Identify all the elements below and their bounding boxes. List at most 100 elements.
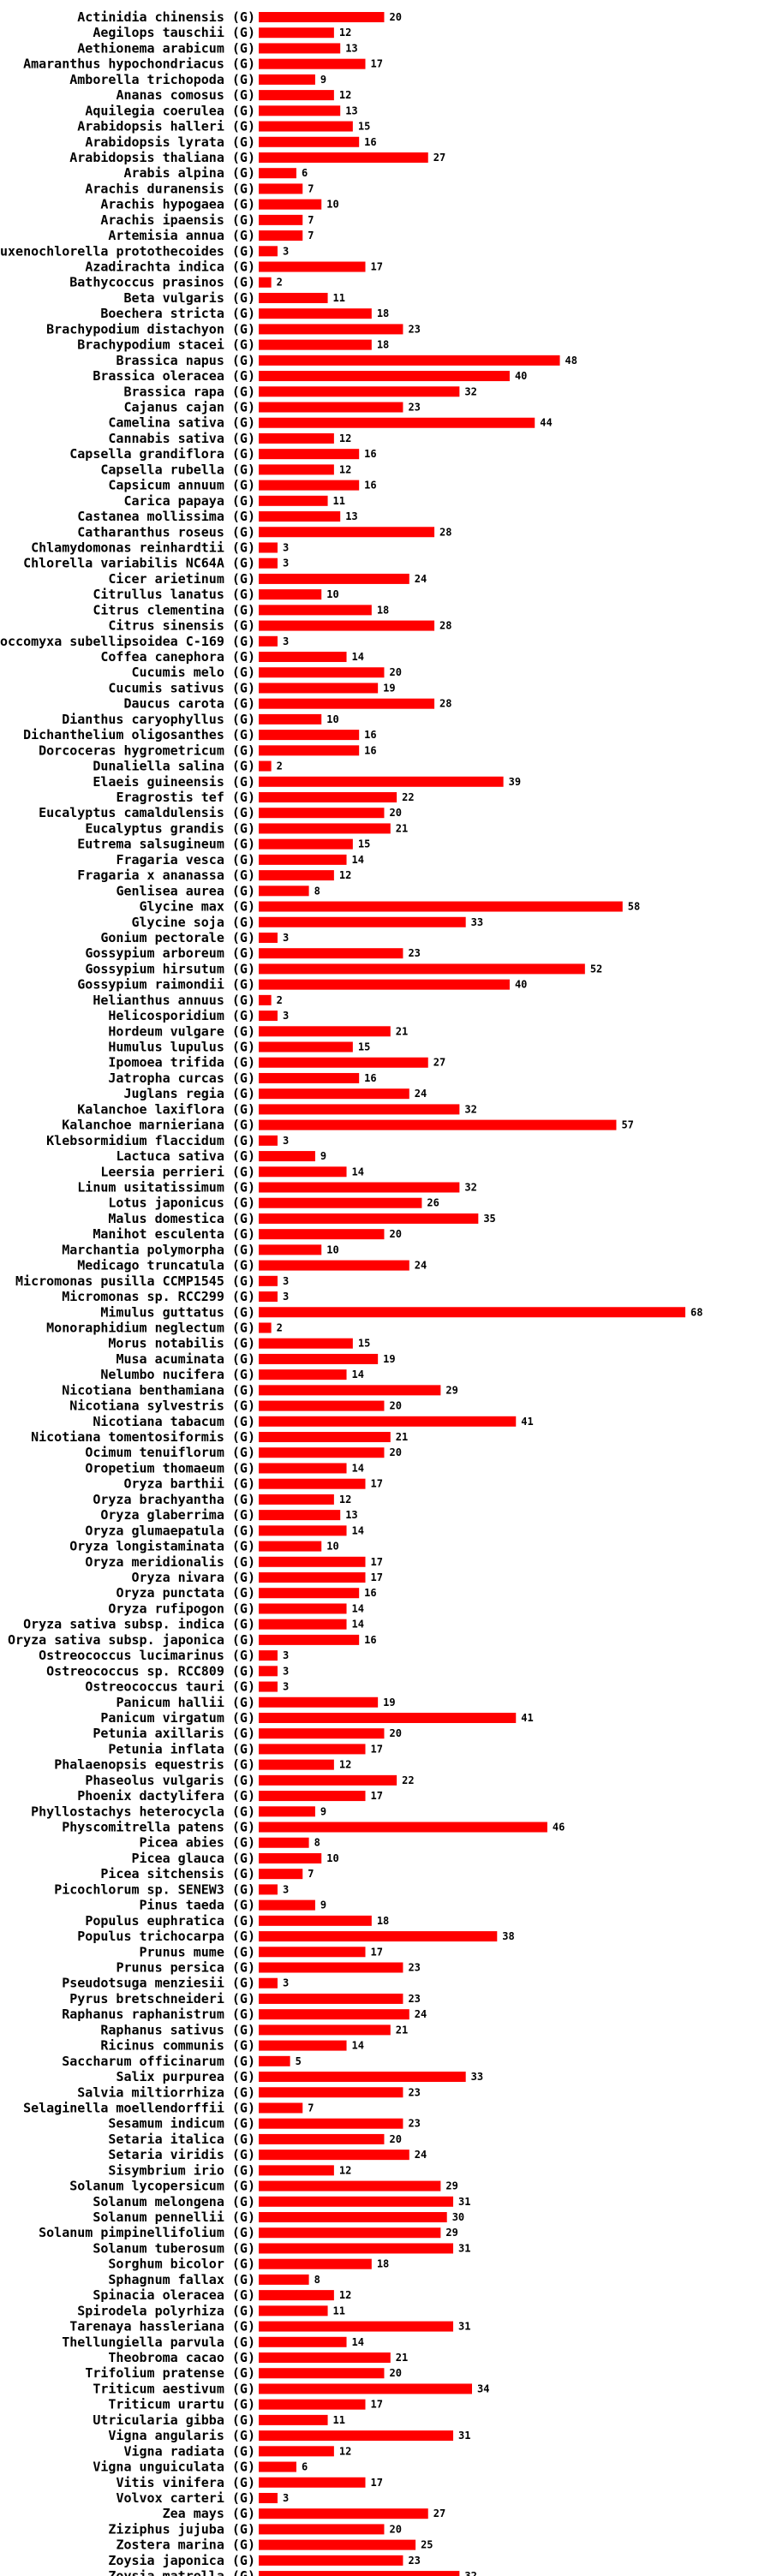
bar: [259, 2180, 441, 2191]
bar: [259, 2227, 441, 2239]
category-label: Ostreococcus tauri (G): [85, 1679, 255, 1695]
category-label: Setaria italica (G): [108, 2132, 255, 2147]
category-label: Dianthus caryophyllus (G): [62, 712, 255, 727]
bar-value-label: 3: [283, 245, 289, 257]
bar-value-label: 16: [364, 1634, 376, 1646]
bar: [259, 776, 504, 787]
bar: [259, 1977, 278, 1989]
bar: [259, 652, 347, 663]
bar-value-label: 31: [458, 2196, 470, 2208]
bar-value-label: 21: [396, 2352, 408, 2364]
bar-value-label: 30: [452, 2211, 464, 2223]
bar: [259, 2524, 385, 2535]
category-label: Arachis hypogaea (G): [100, 197, 255, 212]
category-label: Humulus lupulus (G): [108, 1040, 255, 1055]
bar-value-label: 3: [283, 1883, 289, 1895]
category-label: Oryza glumaepatula (G): [85, 1523, 255, 1538]
bar-value-label: 10: [326, 199, 338, 211]
category-label: Triticum aestivum (G): [93, 2381, 255, 2396]
bar-value-label: 12: [339, 1494, 351, 1506]
category-label: Hordeum vulgare (G): [108, 1023, 255, 1039]
bar-value-label: 24: [415, 573, 427, 585]
category-label: Physcomitrella patens (G): [62, 1820, 255, 1835]
category-label: Oryza meridionalis (G): [85, 1554, 255, 1570]
bar-value-label: 14: [352, 854, 364, 866]
bar-value-label: 32: [464, 1103, 476, 1115]
category-label: Ricinus communis (G): [100, 2038, 255, 2054]
category-label: Gossypium raimondii (G): [77, 977, 255, 993]
bar-value-label: 14: [352, 1524, 364, 1536]
bar-value-label: 17: [371, 1556, 383, 1568]
bar: [259, 1197, 422, 1208]
bar-value-label: 20: [389, 1727, 401, 1739]
category-label: Catharanthus roseus (G): [77, 524, 255, 540]
category-label: Ostreococcus sp. RCC809 (G): [46, 1663, 255, 1679]
bar: [259, 199, 322, 210]
bar: [259, 1307, 685, 1318]
bar: [259, 90, 334, 101]
category-label: Marchantia polymorpha (G): [62, 1242, 255, 1257]
category-label: Chlamydomonas reinhardtii (G): [31, 540, 255, 555]
category-label: Phalaenopsis equestris (G): [54, 1757, 255, 1773]
bar: [259, 2243, 454, 2254]
bar-value-label: 20: [389, 2133, 401, 2145]
bar-value-label: 3: [283, 2492, 289, 2504]
bar: [259, 371, 510, 382]
bar: [259, 1104, 460, 1115]
category-label: Helianthus annuus (G): [93, 993, 255, 1008]
bar: [259, 1151, 315, 1162]
bar: [259, 2133, 385, 2144]
category-label: Spirodela polyrhiza (G): [77, 2303, 255, 2318]
bar-value-label: 23: [408, 2118, 420, 2130]
bar: [259, 136, 360, 147]
bar-value-label: 6: [302, 167, 308, 179]
bar-value-label: 23: [408, 947, 420, 959]
category-label: Boechera stricta (G): [100, 306, 255, 321]
category-label: Populus euphratica (G): [85, 1913, 255, 1929]
bar: [259, 605, 372, 616]
bar-value-label: 58: [628, 901, 640, 913]
bar-value-label: 14: [352, 1602, 364, 1614]
bar: [259, 121, 353, 132]
bar-value-label: 17: [371, 1790, 383, 1802]
bar-value-label: 20: [389, 2367, 401, 2379]
bar-value-label: 12: [339, 432, 351, 444]
bar-value-label: 23: [408, 1962, 420, 1974]
bar: [259, 1338, 353, 1349]
bar: [259, 2024, 391, 2036]
bar: [259, 916, 466, 927]
category-label: Daucus carota (G): [123, 696, 255, 712]
category-label: Oryza punctata (G): [116, 1585, 255, 1601]
bar-value-label: 15: [358, 121, 370, 133]
bar-value-label: 29: [445, 2227, 457, 2239]
bar: [259, 2461, 296, 2472]
bar-value-label: 16: [364, 480, 376, 492]
category-label: Solanum pimpinellifolium (G): [39, 2225, 255, 2240]
category-label: Prunus mume (G): [140, 1944, 255, 1959]
bar: [259, 1947, 366, 1958]
bar: [259, 1541, 322, 1552]
bar-value-label: 48: [565, 355, 577, 367]
category-label: Arabidopsis halleri (G): [77, 119, 255, 134]
bar: [259, 589, 322, 600]
category-label: Vigna unguiculata (G): [93, 2460, 255, 2475]
category-label: Picea abies (G): [140, 1835, 255, 1851]
bar: [259, 2305, 328, 2317]
bar-value-label: 16: [364, 729, 376, 741]
bar: [259, 1494, 334, 1505]
bar: [259, 667, 385, 678]
bar-value-label: 15: [358, 1338, 370, 1350]
bar-value-label: 9: [320, 1899, 326, 1911]
category-label: Vitis vinifera (G): [116, 2475, 255, 2490]
bar: [259, 1026, 391, 1037]
bar: [259, 854, 347, 865]
category-label: Elaeis guineensis (G): [93, 774, 255, 790]
bar: [259, 27, 334, 39]
bar-value-label: 9: [320, 1805, 326, 1817]
bar: [259, 1275, 278, 1286]
bar-value-label: 8: [314, 2274, 320, 2286]
bar-value-label: 7: [308, 214, 314, 226]
bar-value-label: 23: [408, 1993, 420, 2005]
bar: [259, 870, 334, 881]
category-label: Auxenochlorella protothecoides (G): [0, 243, 255, 259]
